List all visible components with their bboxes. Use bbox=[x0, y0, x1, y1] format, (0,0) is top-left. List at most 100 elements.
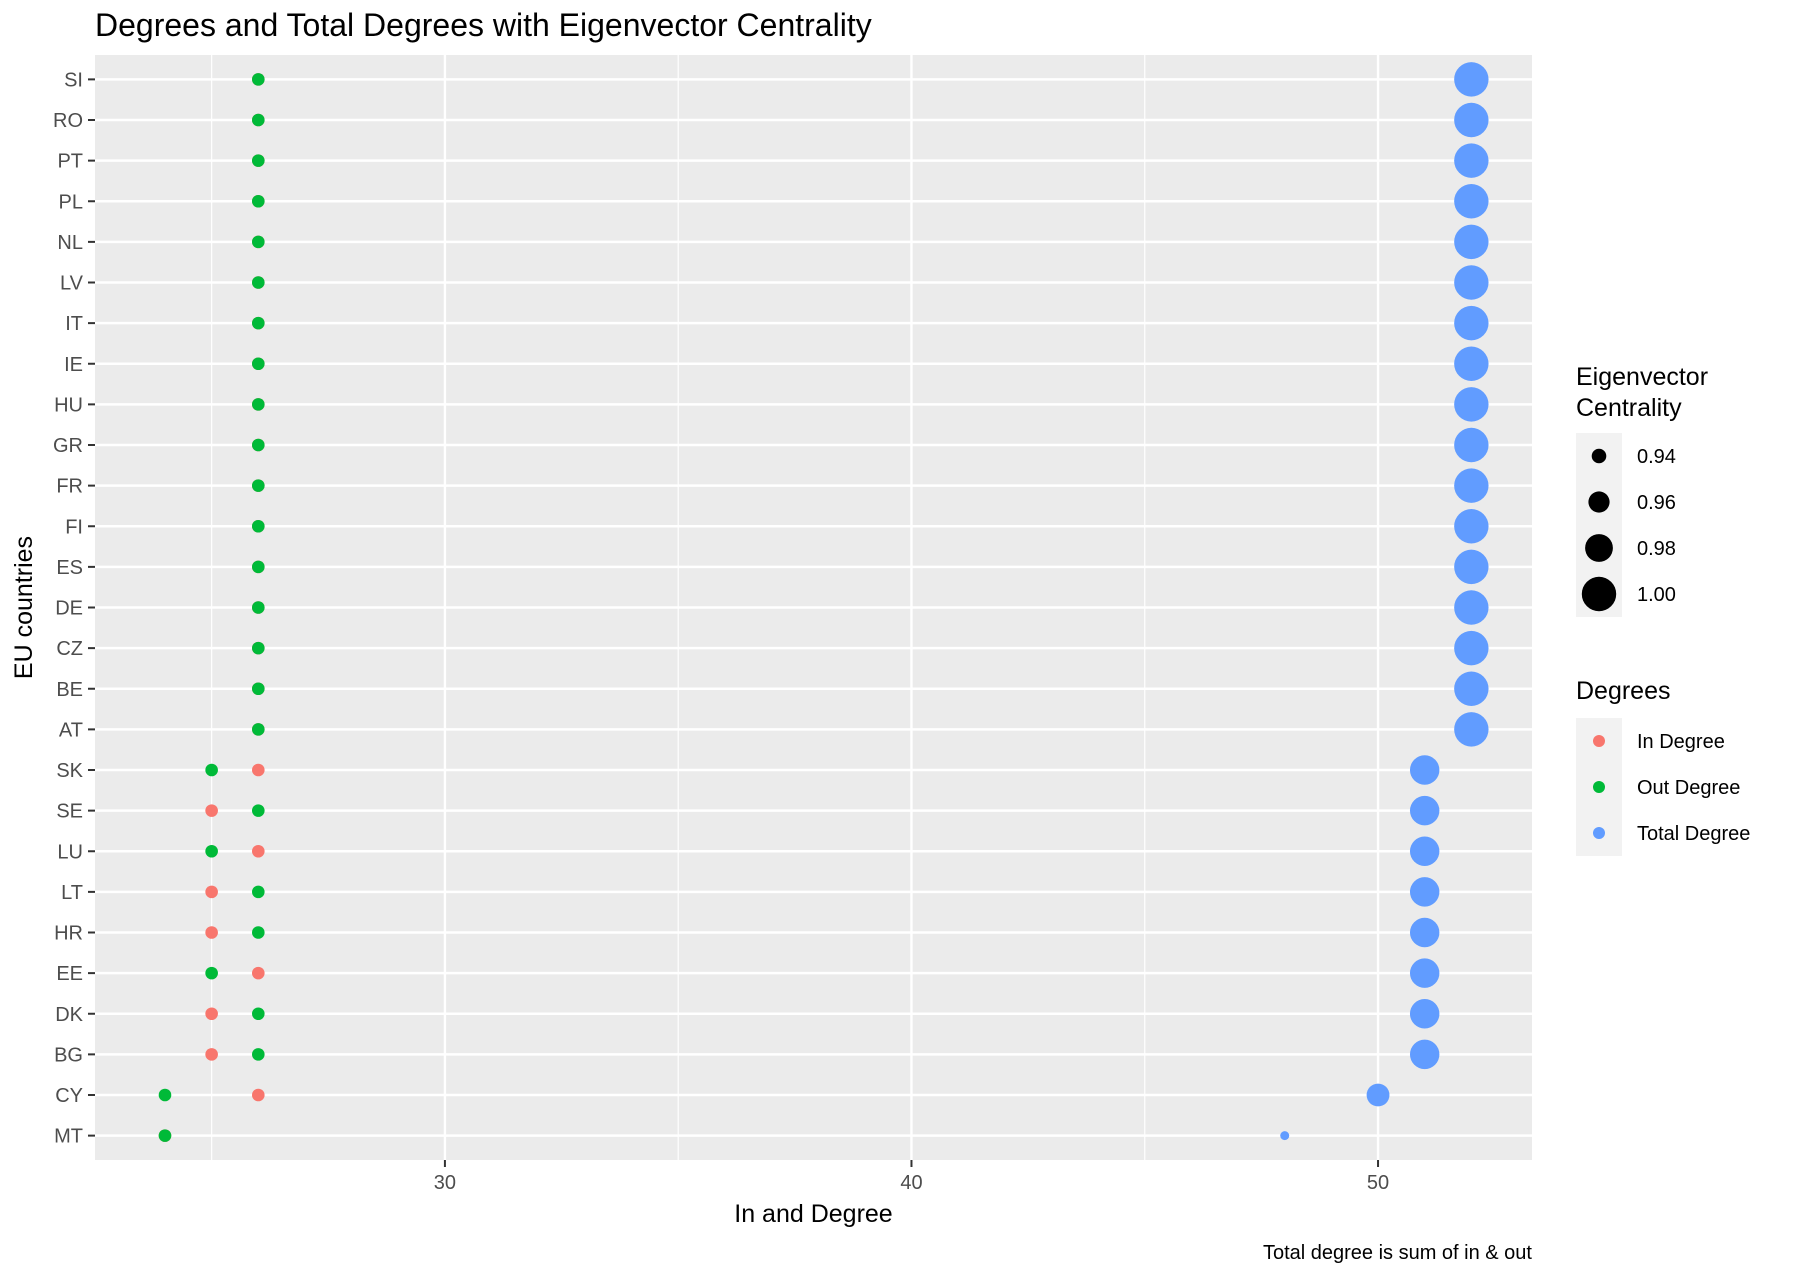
size-legend-title-line1: Eigenvector bbox=[1576, 363, 1708, 391]
point-total-degree bbox=[1454, 387, 1489, 422]
x-tick-label: 30 bbox=[434, 1172, 456, 1194]
y-tick-label: CZ bbox=[56, 638, 83, 660]
x-axis-title: In and Degree bbox=[734, 1200, 892, 1228]
y-tick-label: NL bbox=[57, 232, 83, 254]
y-tick-label: CY bbox=[55, 1085, 83, 1107]
point-out-degree bbox=[251, 276, 265, 289]
y-tick-label: ES bbox=[56, 557, 83, 579]
point-total-degree bbox=[1409, 1039, 1440, 1070]
point-out-degree bbox=[251, 154, 265, 167]
size-legend-label: 0.98 bbox=[1637, 538, 1676, 560]
y-tick-label: BE bbox=[56, 679, 83, 701]
color-legend: Degrees In Degree Out Degree Total Degree bbox=[1576, 677, 1750, 856]
point-total-degree bbox=[1454, 671, 1489, 706]
point-total-degree bbox=[1454, 590, 1489, 625]
point-in-degree bbox=[251, 844, 265, 858]
point-out-degree bbox=[251, 438, 265, 452]
point-out-degree bbox=[251, 926, 265, 939]
point-out-degree bbox=[251, 398, 265, 411]
point-out-degree bbox=[251, 235, 265, 249]
color-legend-label: In Degree bbox=[1637, 731, 1725, 753]
point-total-degree bbox=[1454, 62, 1489, 97]
point-in-degree bbox=[205, 1048, 218, 1061]
y-tick-label: PL bbox=[59, 191, 83, 213]
point-out-degree bbox=[251, 357, 265, 371]
y-tick-label: HU bbox=[54, 394, 83, 416]
chart-caption: Total degree is sum of in & out bbox=[1263, 1242, 1532, 1264]
point-out-degree bbox=[205, 966, 218, 980]
point-out-degree bbox=[158, 1129, 172, 1142]
y-tick-label: IE bbox=[64, 354, 83, 376]
y-tick-label: RO bbox=[53, 110, 83, 132]
y-tick-label: EE bbox=[56, 963, 83, 985]
point-in-degree bbox=[205, 885, 218, 899]
y-tick-label: IT bbox=[65, 313, 83, 335]
x-axis: 30 40 50 bbox=[434, 1160, 1389, 1194]
grid-lines bbox=[95, 55, 1532, 1160]
point-total-degree bbox=[1280, 1131, 1290, 1141]
point-out-degree bbox=[251, 194, 265, 208]
x-tick-label: 40 bbox=[900, 1172, 922, 1194]
y-tick-label: DE bbox=[55, 598, 83, 620]
point-out-degree bbox=[251, 1048, 265, 1061]
y-tick-label: BG bbox=[54, 1044, 83, 1066]
point-out-degree bbox=[205, 763, 218, 777]
point-total-degree bbox=[1454, 265, 1489, 300]
point-total-degree bbox=[1454, 630, 1489, 666]
point-total-degree bbox=[1454, 305, 1489, 341]
point-out-degree bbox=[251, 479, 265, 492]
point-in-degree bbox=[251, 763, 265, 777]
point-total-degree bbox=[1409, 836, 1440, 866]
point-out-degree bbox=[251, 601, 265, 614]
point-total-degree bbox=[1454, 143, 1489, 178]
y-tick-label: HR bbox=[54, 923, 83, 945]
point-in-degree bbox=[205, 1007, 218, 1021]
point-out-degree bbox=[251, 804, 265, 817]
size-legend-label: 1.00 bbox=[1637, 584, 1676, 606]
y-tick-label: SK bbox=[56, 760, 83, 782]
color-legend-label: Out Degree bbox=[1637, 777, 1740, 799]
point-total-degree bbox=[1409, 917, 1440, 948]
size-legend-title-line2: Centrality bbox=[1576, 394, 1682, 422]
point-in-degree bbox=[251, 966, 265, 980]
point-out-degree bbox=[251, 316, 265, 330]
y-tick-label: SE bbox=[56, 801, 83, 823]
color-legend-key bbox=[1593, 827, 1605, 839]
point-out-degree bbox=[251, 73, 265, 86]
y-axis: MT CY BG DK EE HR LT LU SE SK AT BE CZ DE ES FI FR GR HU IE… bbox=[53, 69, 95, 1148]
point-in-degree bbox=[251, 1088, 265, 1102]
point-out-degree bbox=[251, 519, 265, 533]
point-total-degree bbox=[1454, 346, 1489, 381]
point-out-degree bbox=[251, 560, 265, 574]
point-total-degree bbox=[1454, 102, 1489, 138]
point-out-degree bbox=[158, 1088, 172, 1102]
data-points bbox=[158, 62, 1489, 1142]
point-out-degree bbox=[205, 844, 218, 858]
x-tick-label: 50 bbox=[1367, 1172, 1389, 1194]
y-tick-label: MT bbox=[54, 1126, 83, 1148]
point-out-degree bbox=[251, 682, 265, 696]
chart-title: Degrees and Total Degrees with Eigenvect… bbox=[95, 7, 872, 43]
point-total-degree bbox=[1409, 999, 1440, 1029]
y-tick-label: SI bbox=[64, 69, 83, 91]
color-legend-label: Total Degree bbox=[1637, 823, 1750, 845]
size-legend-key bbox=[1588, 491, 1610, 513]
point-total-degree bbox=[1409, 755, 1440, 785]
point-total-degree bbox=[1454, 184, 1489, 219]
point-total-degree bbox=[1454, 549, 1489, 585]
point-in-degree bbox=[205, 926, 218, 939]
point-in-degree bbox=[205, 804, 218, 817]
point-total-degree bbox=[1409, 795, 1440, 826]
point-total-degree bbox=[1366, 1083, 1390, 1107]
point-out-degree bbox=[251, 641, 265, 655]
y-tick-label: PT bbox=[57, 151, 83, 173]
y-axis-title: EU countries bbox=[10, 536, 38, 679]
size-legend-label: 0.96 bbox=[1637, 492, 1676, 514]
y-tick-label: FI bbox=[65, 516, 83, 538]
y-tick-label: AT bbox=[59, 719, 83, 741]
point-total-degree bbox=[1454, 224, 1489, 260]
point-total-degree bbox=[1454, 509, 1489, 544]
size-legend-key bbox=[1591, 448, 1607, 464]
